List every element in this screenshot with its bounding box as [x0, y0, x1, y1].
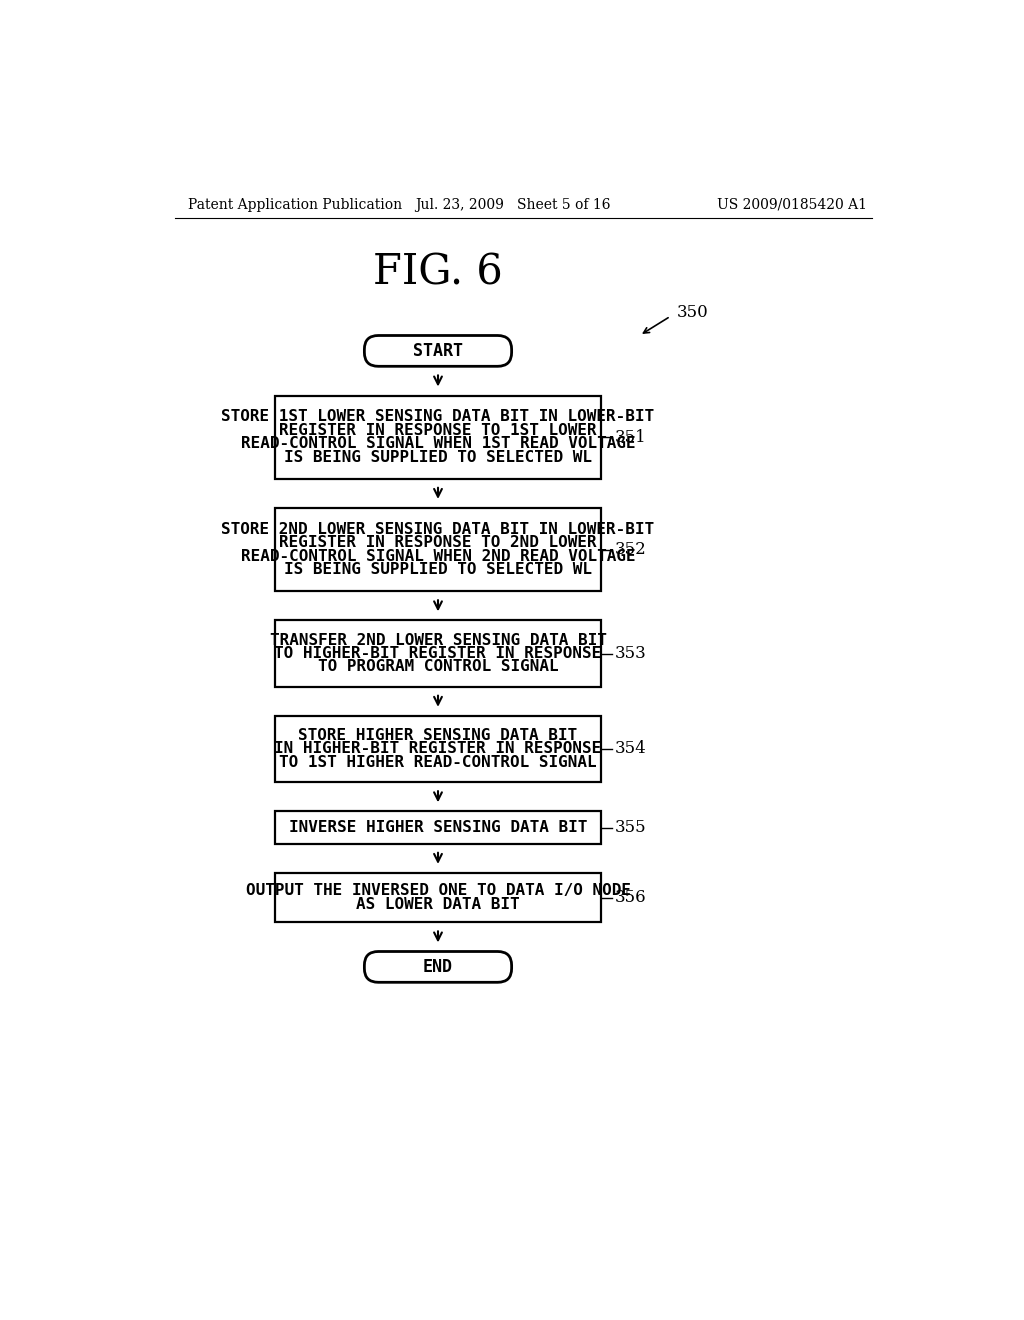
Text: Patent Application Publication: Patent Application Publication	[188, 198, 402, 211]
Text: END: END	[423, 958, 453, 975]
Bar	[275, 715, 601, 781]
Text: STORE HIGHER SENSING DATA BIT: STORE HIGHER SENSING DATA BIT	[298, 729, 578, 743]
Bar	[275, 620, 601, 686]
Text: REGISTER IN RESPONSE TO 1ST LOWER: REGISTER IN RESPONSE TO 1ST LOWER	[280, 422, 597, 438]
Text: IS BEING SUPPLIED TO SELECTED WL: IS BEING SUPPLIED TO SELECTED WL	[284, 450, 592, 465]
Text: REGISTER IN RESPONSE TO 2ND LOWER: REGISTER IN RESPONSE TO 2ND LOWER	[280, 536, 597, 550]
Text: IS BEING SUPPLIED TO SELECTED WL: IS BEING SUPPLIED TO SELECTED WL	[284, 562, 592, 577]
FancyBboxPatch shape	[365, 952, 512, 982]
Text: FIG. 6: FIG. 6	[373, 251, 503, 293]
Text: START: START	[413, 342, 463, 360]
Text: 351: 351	[614, 429, 646, 446]
Text: 350: 350	[677, 304, 709, 321]
Text: READ-CONTROL SIGNAL WHEN 2ND READ VOLTAGE: READ-CONTROL SIGNAL WHEN 2ND READ VOLTAG…	[241, 549, 635, 564]
Text: 354: 354	[614, 741, 646, 758]
Text: US 2009/0185420 A1: US 2009/0185420 A1	[717, 198, 867, 211]
Bar	[275, 508, 601, 591]
Bar	[275, 873, 601, 923]
Text: READ-CONTROL SIGNAL WHEN 1ST READ VOLTAGE: READ-CONTROL SIGNAL WHEN 1ST READ VOLTAG…	[241, 437, 635, 451]
Text: STORE 2ND LOWER SENSING DATA BIT IN LOWER-BIT: STORE 2ND LOWER SENSING DATA BIT IN LOWE…	[221, 521, 654, 537]
Text: OUTPUT THE INVERSED ONE TO DATA I/O NODE: OUTPUT THE INVERSED ONE TO DATA I/O NODE	[246, 883, 631, 899]
Text: Jul. 23, 2009   Sheet 5 of 16: Jul. 23, 2009 Sheet 5 of 16	[415, 198, 610, 211]
Text: TRANSFER 2ND LOWER SENSING DATA BIT: TRANSFER 2ND LOWER SENSING DATA BIT	[269, 632, 606, 648]
Text: AS LOWER DATA BIT: AS LOWER DATA BIT	[356, 896, 520, 912]
Bar	[275, 812, 601, 843]
Bar	[275, 396, 601, 479]
FancyBboxPatch shape	[365, 335, 512, 367]
Text: TO 1ST HIGHER READ-CONTROL SIGNAL: TO 1ST HIGHER READ-CONTROL SIGNAL	[280, 755, 597, 770]
Text: INVERSE HIGHER SENSING DATA BIT: INVERSE HIGHER SENSING DATA BIT	[289, 820, 587, 836]
Text: 353: 353	[614, 645, 646, 663]
Text: TO HIGHER-BIT REGISTER IN RESPONSE: TO HIGHER-BIT REGISTER IN RESPONSE	[274, 645, 602, 661]
Text: TO PROGRAM CONTROL SIGNAL: TO PROGRAM CONTROL SIGNAL	[317, 660, 558, 675]
Text: IN HIGHER-BIT REGISTER IN RESPONSE: IN HIGHER-BIT REGISTER IN RESPONSE	[274, 742, 602, 756]
Text: 356: 356	[614, 890, 646, 906]
Text: 355: 355	[614, 818, 646, 836]
Text: 352: 352	[614, 541, 646, 558]
Text: STORE 1ST LOWER SENSING DATA BIT IN LOWER-BIT: STORE 1ST LOWER SENSING DATA BIT IN LOWE…	[221, 409, 654, 425]
